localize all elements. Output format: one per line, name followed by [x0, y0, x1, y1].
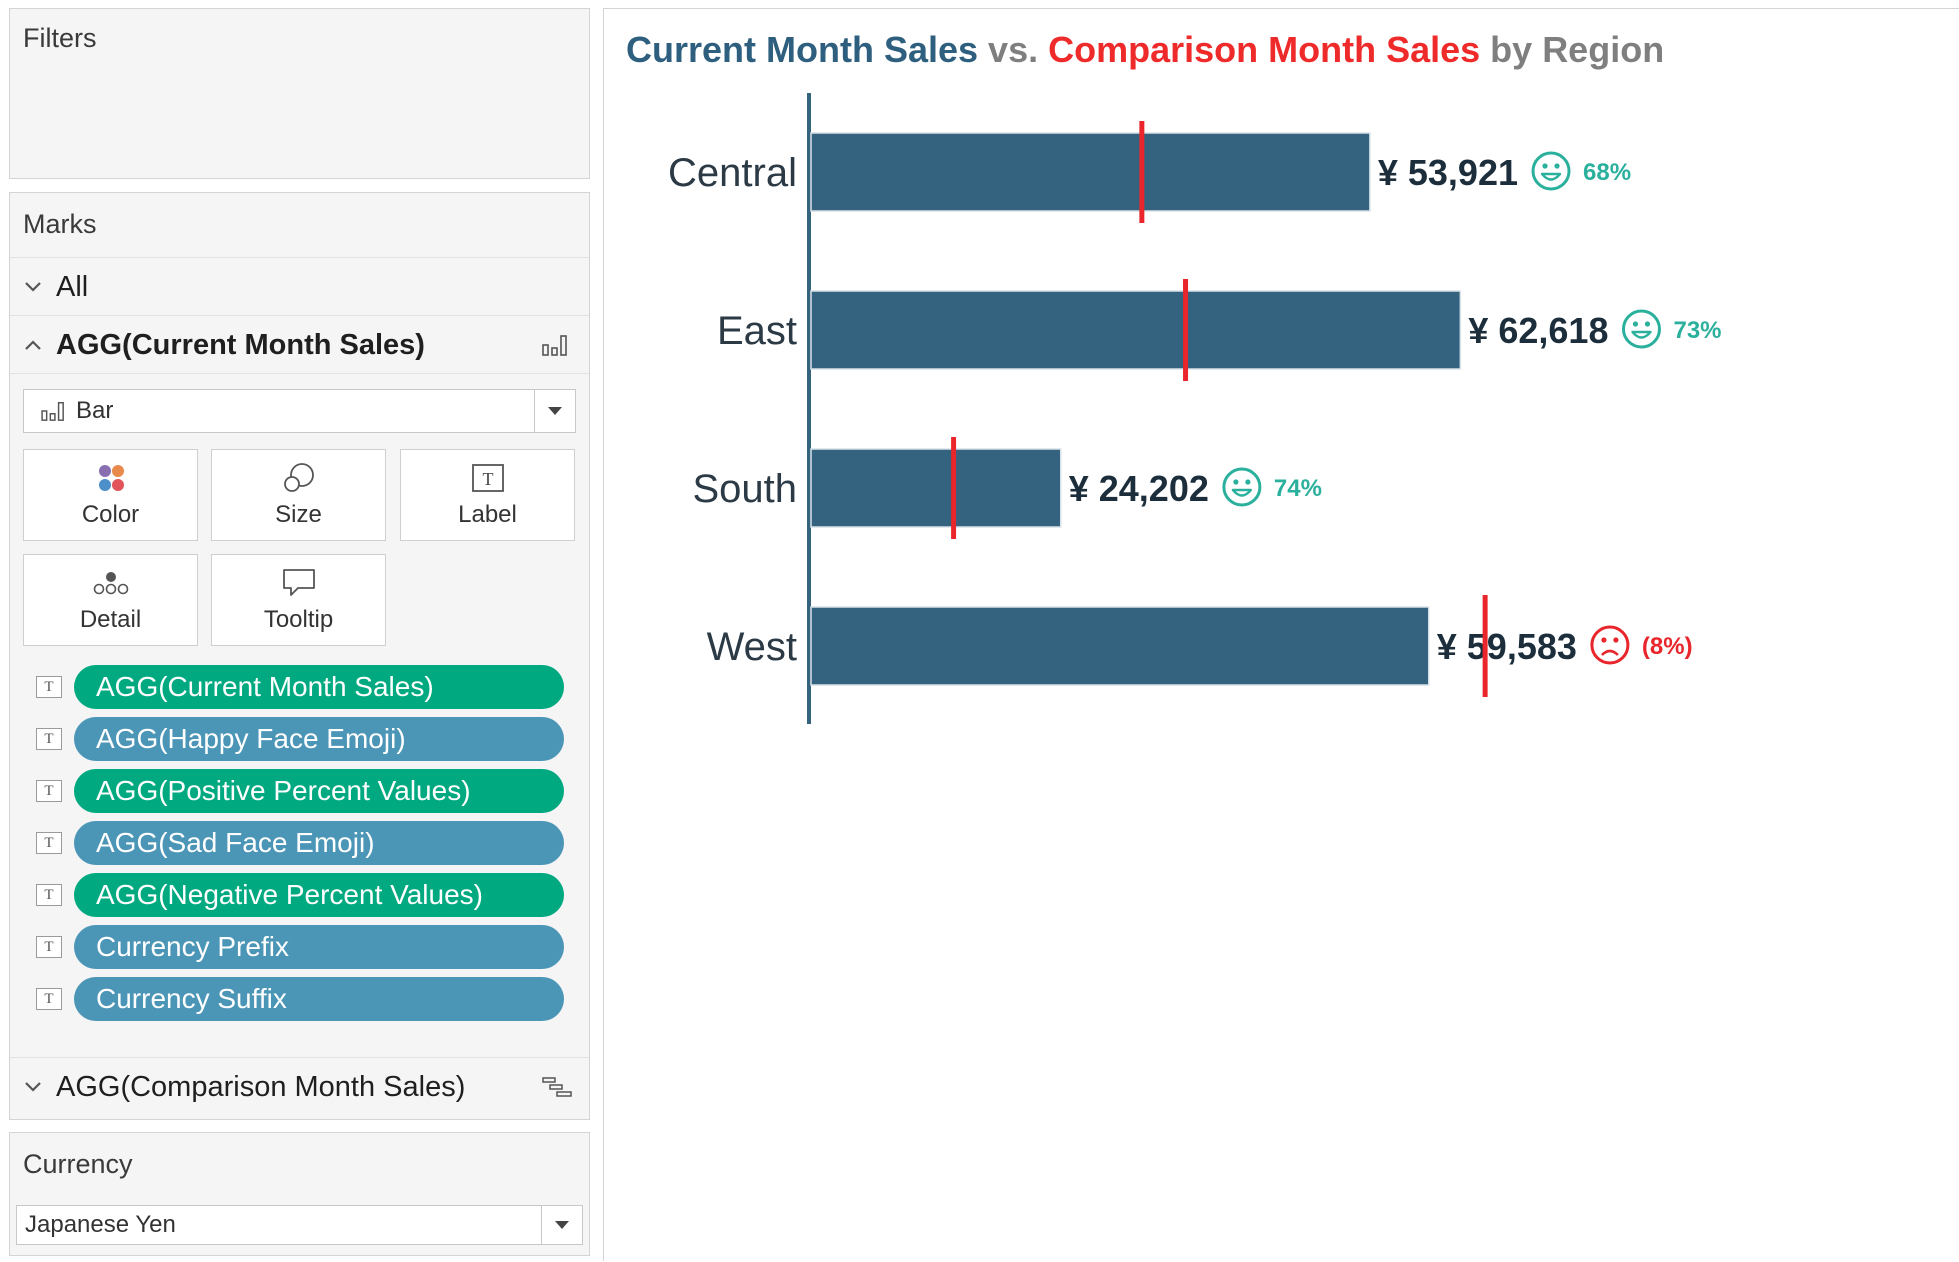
- filters-title: Filters: [23, 23, 97, 53]
- category-label: South: [692, 467, 797, 511]
- mark-type-select[interactable]: Bar: [23, 389, 576, 433]
- label-t-icon: T: [36, 780, 62, 802]
- current-sales-bar[interactable]: [810, 448, 1062, 528]
- label-t-icon: T: [36, 728, 62, 750]
- percent-label: 68%: [1583, 159, 1631, 186]
- field-pill[interactable]: AGG(Current Month Sales): [74, 665, 564, 709]
- field-pill[interactable]: AGG(Happy Face Emoji): [74, 717, 564, 761]
- label-t-icon: T: [36, 988, 62, 1010]
- chart-title: Current Month Sales vs. Comparison Month…: [626, 29, 1664, 71]
- size-button-label: Size: [275, 501, 322, 528]
- tooltip-button-label: Tooltip: [263, 606, 334, 633]
- marks-all-label: All: [56, 270, 89, 303]
- value-label: ¥ 24,202: [1069, 468, 1209, 509]
- pill-row[interactable]: T AGG(Positive Percent Values): [36, 769, 564, 813]
- tooltip-button[interactable]: Tooltip: [211, 554, 386, 646]
- marks-comparison-label: AGG(Comparison Month Sales): [56, 1070, 466, 1103]
- category-label: East: [717, 309, 797, 353]
- dropdown-arrow-icon[interactable]: [541, 1206, 582, 1244]
- marks-comparison-row[interactable]: AGG(Comparison Month Sales): [10, 1059, 589, 1115]
- label-t-icon: T: [36, 676, 62, 698]
- pill-row[interactable]: T AGG(Happy Face Emoji): [36, 717, 564, 761]
- current-sales-bar[interactable]: [810, 290, 1462, 370]
- label-t-icon: T: [36, 884, 62, 906]
- pill-row[interactable]: T Currency Suffix: [36, 977, 564, 1021]
- pill-row[interactable]: T AGG(Negative Percent Values): [36, 873, 564, 917]
- marks-card: Marks All AGG(Current Month Sales): [9, 192, 590, 1120]
- field-pill[interactable]: Currency Suffix: [74, 977, 564, 1021]
- sad-face-icon: [1590, 625, 1630, 665]
- marks-title: Marks: [23, 209, 97, 239]
- value-label: ¥ 53,921: [1378, 152, 1518, 193]
- marks-current-label: AGG(Current Month Sales): [56, 328, 425, 361]
- title-part-current: Current Month Sales: [626, 29, 979, 70]
- color-dots-icon: [96, 461, 126, 495]
- happy-face-icon: [1531, 151, 1571, 191]
- tooltip-bubble-icon: [282, 566, 316, 600]
- svg-text:T: T: [482, 469, 493, 489]
- percent-label: 73%: [1673, 317, 1721, 344]
- bar-chart-icon: [40, 400, 68, 422]
- title-part-by-region: by Region: [1480, 29, 1665, 70]
- detail-button[interactable]: Detail: [23, 554, 198, 646]
- worksheet: Current Month Sales vs. Comparison Month…: [603, 8, 1959, 1261]
- mark-type-value: Bar: [76, 397, 114, 424]
- happy-face-icon: [1222, 467, 1262, 507]
- bar-chart[interactable]: Central ¥ 53,921 68% East ¥ 62,618 73% South ¥ …: [604, 9, 1959, 1262]
- current-sales-bar[interactable]: [810, 606, 1430, 686]
- chevron-up-icon[interactable]: [10, 339, 56, 351]
- happy-face-icon: [1621, 309, 1661, 349]
- currency-parameter: Currency Japanese Yen: [9, 1132, 590, 1256]
- currency-select[interactable]: Japanese Yen: [16, 1205, 583, 1245]
- dropdown-arrow-icon[interactable]: [534, 390, 575, 432]
- field-pill[interactable]: AGG(Positive Percent Values): [74, 769, 564, 813]
- percent-label: 74%: [1274, 475, 1322, 502]
- detail-button-label: Detail: [79, 606, 142, 633]
- chevron-down-icon[interactable]: [10, 1081, 56, 1093]
- category-label: Central: [668, 151, 797, 195]
- detail-dots-icon: [93, 566, 129, 600]
- chevron-down-icon[interactable]: [10, 281, 56, 293]
- pill-row[interactable]: T Currency Prefix: [36, 925, 564, 969]
- gantt-icon: [541, 1075, 573, 1104]
- label-t-icon: T: [471, 461, 504, 495]
- label-button[interactable]: T Label: [400, 449, 575, 541]
- category-label: West: [707, 625, 797, 669]
- percent-label: (8%): [1642, 633, 1693, 660]
- title-part-comparison: Comparison Month Sales: [1048, 29, 1481, 70]
- label-button-label: Label: [458, 501, 517, 528]
- bar-chart-icon: [541, 333, 571, 362]
- marks-all-row[interactable]: All: [10, 259, 589, 315]
- currency-title: Currency: [23, 1149, 133, 1179]
- pill-row[interactable]: T AGG(Current Month Sales): [36, 665, 564, 709]
- value-label: ¥ 59,583: [1437, 626, 1577, 667]
- title-part-vs: vs.: [978, 29, 1049, 70]
- color-button-label: Color: [81, 501, 140, 528]
- filters-shelf[interactable]: Filters: [9, 8, 590, 179]
- field-pill[interactable]: Currency Prefix: [74, 925, 564, 969]
- size-button[interactable]: Size: [211, 449, 386, 541]
- marks-current-row[interactable]: AGG(Current Month Sales): [10, 317, 589, 373]
- color-button[interactable]: Color: [23, 449, 198, 541]
- field-pill[interactable]: AGG(Negative Percent Values): [74, 873, 564, 917]
- current-sales-bar[interactable]: [810, 132, 1371, 212]
- label-t-icon: T: [36, 832, 62, 854]
- currency-value: Japanese Yen: [25, 1211, 176, 1238]
- field-pill[interactable]: AGG(Sad Face Emoji): [74, 821, 564, 865]
- value-label: ¥ 62,618: [1468, 310, 1608, 351]
- label-t-icon: T: [36, 936, 62, 958]
- size-circles-icon: [282, 461, 316, 495]
- pill-row[interactable]: T AGG(Sad Face Emoji): [36, 821, 564, 865]
